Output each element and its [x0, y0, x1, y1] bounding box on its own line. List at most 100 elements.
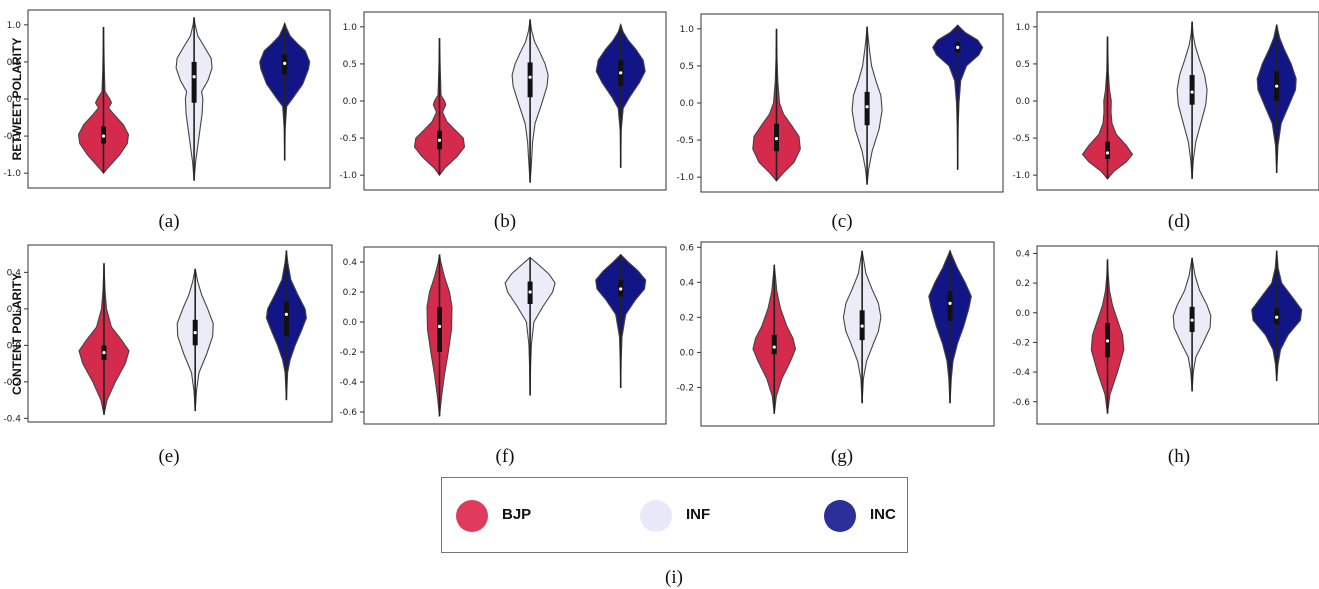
violin-panel-f: -0.6 -0.4 -0.2 0.0 0.2 0.4	[339, 246, 667, 425]
y-tick-label: 0.0	[343, 318, 358, 328]
median-bjp	[772, 345, 776, 349]
median-inc	[1275, 315, 1279, 319]
y-tick-label: -0.4	[1012, 368, 1030, 378]
caption-e: (e)	[158, 446, 180, 467]
caption-legend: (i)	[665, 567, 683, 588]
legend: BJP INF INC	[441, 477, 908, 553]
y-tick-label: 1.0	[7, 21, 22, 31]
median-inc	[283, 61, 287, 65]
iqr-box-inf	[527, 62, 533, 98]
violin-panel-b: -1.0 -0.5 0.0 0.5 1.0	[339, 11, 667, 191]
row-label-retweet-polarity: RETWEET POLARITY	[10, 37, 24, 161]
plot-frame	[363, 246, 667, 425]
median-inf	[528, 290, 532, 294]
plot-frame	[700, 241, 995, 427]
caption-g: (g)	[830, 446, 854, 467]
y-tick-label: -0.4	[3, 414, 21, 424]
y-tick-label: 0.2	[7, 305, 21, 315]
median-inf	[865, 105, 869, 109]
y-tick-label: 0.6	[680, 243, 695, 253]
caption-d: (d)	[1167, 211, 1191, 232]
y-tick-label: 0.5	[343, 60, 357, 70]
y-tick-label: 0.0	[1016, 97, 1031, 107]
y-tick-label: -0.4	[339, 378, 357, 388]
median-inf	[1190, 90, 1194, 94]
median-inc	[956, 45, 960, 49]
y-tick-label: -0.5	[1012, 134, 1030, 144]
caption-b: (b)	[493, 211, 517, 232]
y-tick-label: 0.4	[7, 268, 22, 278]
violin-panel-e: -0.4 -0.2 0.0 0.2 0.4	[3, 244, 333, 424]
plot-frame	[27, 244, 333, 423]
iqr-box-inf	[1189, 75, 1195, 105]
y-tick-label: -1.0	[339, 171, 357, 181]
y-tick-label: 1.0	[1016, 23, 1031, 33]
y-tick-label: 0.5	[680, 62, 694, 72]
median-inf	[193, 330, 197, 335]
y-tick-label: -1.0	[3, 169, 21, 179]
median-inc	[948, 301, 952, 305]
y-tick-label: 0.2	[1016, 279, 1030, 289]
y-tick-label: -0.2	[339, 348, 357, 358]
median-bjp	[437, 138, 442, 142]
median-inf	[860, 324, 864, 328]
legend-label-inf: INF	[686, 506, 711, 523]
y-tick-label: -0.2	[3, 378, 21, 388]
median-inf	[528, 75, 532, 79]
median-inc	[619, 287, 623, 291]
median-inc	[1275, 84, 1279, 88]
median-inc	[284, 312, 288, 316]
y-tick-label: 0.0	[680, 99, 695, 109]
y-tick-label: 1.0	[680, 25, 695, 35]
y-tick-label: -0.5	[3, 132, 21, 142]
legend-swatch-bjp	[456, 500, 488, 532]
iqr-box-inf	[864, 91, 870, 126]
y-tick-label: 0.0	[343, 97, 358, 107]
y-tick-label: 0.0	[680, 348, 695, 358]
median-inc	[619, 71, 623, 75]
y-tick-label: -0.2	[1012, 338, 1030, 348]
caption-f: (f)	[495, 446, 515, 467]
caption-h: (h)	[1167, 446, 1191, 467]
iqr-box-inf	[191, 61, 197, 103]
caption-a: (a)	[158, 211, 180, 232]
median-bjp	[1105, 339, 1110, 343]
y-tick-label: 0.4	[680, 278, 695, 288]
median-inf	[192, 75, 196, 79]
iqr-box-bjp	[1105, 141, 1110, 159]
median-bjp	[102, 351, 106, 355]
y-tick-label: -1.0	[1012, 171, 1030, 181]
y-tick-label: 0.4	[343, 258, 358, 268]
y-tick-label: 0.4	[1016, 249, 1031, 259]
median-bjp	[437, 324, 442, 329]
y-tick-label: 0.0	[7, 95, 22, 105]
violin-panel-d: -1.0 -0.5 0.0 0.5 1.0	[1012, 11, 1319, 191]
iqr-box-inc	[283, 301, 289, 337]
median-inf	[1190, 318, 1194, 322]
y-tick-label: 0.0	[1016, 309, 1031, 319]
iqr-box-inc	[947, 291, 953, 321]
median-bjp	[1105, 151, 1110, 155]
violin-panel-g: -0.2 0.0 0.2 0.4 0.6	[676, 241, 995, 427]
plot-frame	[1036, 245, 1319, 425]
y-tick-label: 0.0	[7, 341, 22, 351]
violin-panel-a: -1.0 -0.5 0.0 0.5 1.0	[3, 9, 331, 189]
y-tick-label: -0.2	[676, 383, 694, 393]
y-tick-label: 0.5	[1016, 60, 1030, 70]
violin-panel-h: -0.6 -0.4 -0.2 0.0 0.2 0.4	[1012, 245, 1319, 425]
iqr-box-bjp	[437, 307, 442, 352]
y-tick-label: -0.5	[676, 136, 694, 146]
row-label-content-polarity: CONTENT POLARITY	[10, 273, 24, 395]
y-tick-label: -0.5	[339, 134, 357, 144]
y-tick-label: 0.2	[343, 288, 357, 298]
iqr-box-bjp	[771, 334, 777, 355]
median-bjp	[101, 134, 106, 138]
y-tick-label: 1.0	[343, 23, 358, 33]
violin-panel-c: -1.0 -0.5 0.0 0.5 1.0	[676, 13, 1004, 193]
caption-c: (c)	[831, 211, 853, 232]
legend-swatch-inf	[640, 500, 672, 532]
y-tick-label: -1.0	[676, 173, 694, 183]
median-bjp	[774, 137, 779, 141]
y-tick-label: -0.6	[339, 408, 357, 418]
